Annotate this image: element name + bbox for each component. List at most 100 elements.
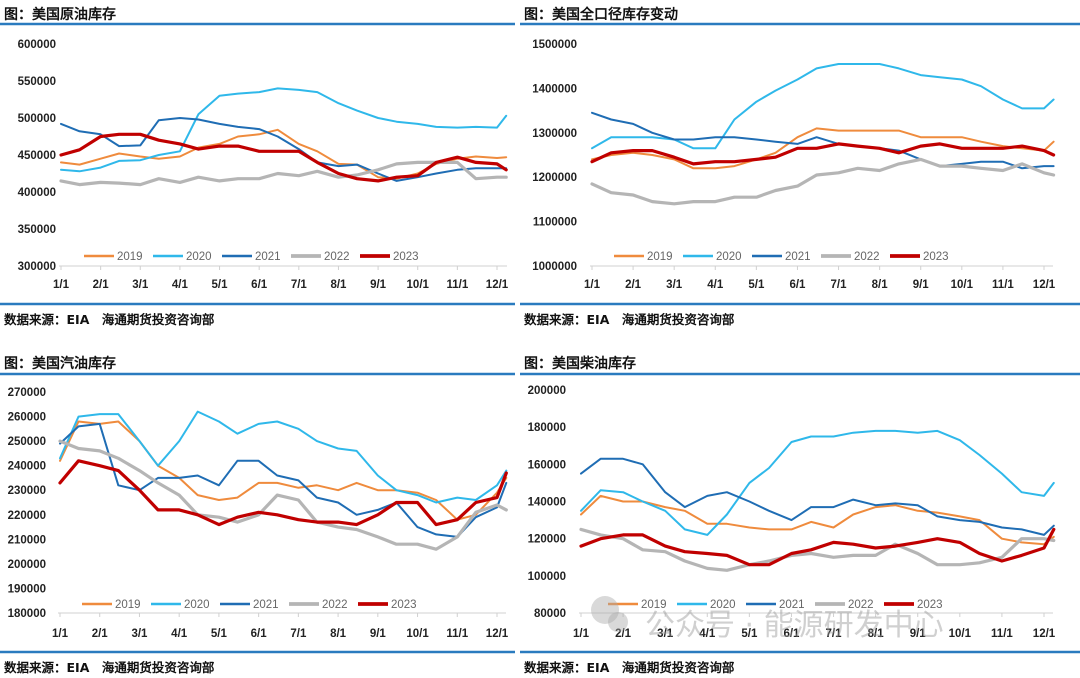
legend-label-2021: 2021 xyxy=(255,251,281,263)
y-tick-label: 270000 xyxy=(8,387,46,399)
y-tick-label: 500000 xyxy=(18,113,56,125)
x-tick-label: 3/1 xyxy=(657,628,674,640)
y-tick-label: 1200000 xyxy=(532,172,577,184)
series-line-2019 xyxy=(59,420,508,521)
y-tick-label: 240000 xyxy=(8,461,46,473)
legend-label-2019: 2019 xyxy=(647,251,673,263)
legend-label-2020: 2020 xyxy=(716,251,742,263)
x-tick-label: 10/1 xyxy=(951,279,974,291)
x-tick-label: 9/1 xyxy=(370,628,387,640)
series-line-2020 xyxy=(60,87,508,173)
x-tick-label: 11/1 xyxy=(446,279,468,291)
series-line-2020 xyxy=(59,410,508,504)
y-tick-label: 120000 xyxy=(528,534,566,546)
y-tick-label: 400000 xyxy=(18,187,56,199)
watermark: 公众号 · 能源研发中心 xyxy=(591,596,944,643)
y-tick-label: 140000 xyxy=(528,497,566,509)
series-line-2023 xyxy=(58,459,508,527)
legend-label-2019: 2019 xyxy=(641,599,667,611)
legend-label-2023: 2023 xyxy=(923,251,949,263)
x-tick-label: 9/1 xyxy=(910,628,927,640)
x-tick-label: 2/1 xyxy=(92,628,109,640)
series-line-2019 xyxy=(580,494,1055,546)
x-tick-label: 12/1 xyxy=(486,279,509,291)
series-line-2022 xyxy=(579,527,1056,572)
x-tick-label: 12/1 xyxy=(486,628,509,640)
legend-label-2023: 2023 xyxy=(917,599,943,611)
x-tick-label: 8/1 xyxy=(330,628,347,640)
x-tick-label: 5/1 xyxy=(211,628,228,640)
chart-crude-inventory: 图：美国原油库存 数据来源：EIA 海通期货投资咨询部 300000 350000 40… xyxy=(0,0,515,340)
series-line-2021 xyxy=(580,457,1055,536)
legend-label-2023: 2023 xyxy=(391,599,417,611)
y-tick-label: 160000 xyxy=(528,459,566,471)
x-tick-label: 2/1 xyxy=(93,279,110,291)
x-tick-label: 6/1 xyxy=(251,279,268,291)
y-tick-label: 200000 xyxy=(528,385,566,397)
series-line-2019 xyxy=(60,128,508,180)
y-tick-label: 190000 xyxy=(8,583,46,595)
chart-diesel-inventory: 图：美国柴油库存 数据来源：EIA 海通期货投资咨询部 80000 100000 120… xyxy=(520,345,1080,678)
y-tick-label: 180000 xyxy=(528,422,566,434)
x-tick-label: 10/1 xyxy=(406,628,429,640)
legend-label-2020: 2020 xyxy=(184,599,210,611)
x-tick-label: 7/1 xyxy=(826,628,843,640)
x-tick-label: 3/1 xyxy=(132,279,149,291)
series-line-2021 xyxy=(59,422,508,538)
y-tick-label: 1000000 xyxy=(532,261,577,273)
watermark-text: 公众号 · 能源研发中心 xyxy=(645,608,944,643)
y-tick-label: 200000 xyxy=(8,559,46,571)
x-tick-label: 3/1 xyxy=(131,628,148,640)
wechat-icon xyxy=(591,596,619,624)
series-line-2022 xyxy=(58,439,508,551)
x-tick-label: 5/1 xyxy=(741,628,758,640)
series-line-2021 xyxy=(591,111,1055,170)
x-tick-label: 11/1 xyxy=(446,628,468,640)
series-line-2023 xyxy=(579,527,1056,567)
source-note: 数据来源：EIA 海通期货投资咨询部 xyxy=(3,312,215,327)
legend-label-2021: 2021 xyxy=(253,599,279,611)
x-tick-label: 1/1 xyxy=(52,628,69,640)
x-tick-label: 11/1 xyxy=(992,279,1014,291)
legend-label-2019: 2019 xyxy=(115,599,141,611)
source-note: 数据来源：EIA 海通期货投资咨询部 xyxy=(523,312,735,327)
legend-label-2023: 2023 xyxy=(393,251,419,263)
series-line-2019 xyxy=(591,127,1055,170)
series-line-2023 xyxy=(59,132,508,183)
chart-title: 图：美国原油库存 xyxy=(4,6,116,23)
x-tick-label: 1/1 xyxy=(573,628,590,640)
x-tick-label: 7/1 xyxy=(290,628,307,640)
y-tick-label: 1300000 xyxy=(532,128,577,140)
x-tick-label: 4/1 xyxy=(172,279,189,291)
x-tick-label: 6/1 xyxy=(783,628,800,640)
y-tick-label: 350000 xyxy=(18,224,56,236)
legend-label-2020: 2020 xyxy=(710,599,736,611)
legend-label-2021: 2021 xyxy=(785,251,811,263)
x-tick-label: 5/1 xyxy=(748,279,765,291)
x-tick-label: 3/1 xyxy=(666,279,683,291)
x-tick-label: 1/1 xyxy=(584,279,601,291)
chart-title: 图：美国柴油库存 xyxy=(524,355,636,372)
x-tick-label: 2/1 xyxy=(615,628,632,640)
y-tick-label: 1500000 xyxy=(532,39,577,51)
source-note: 数据来源：EIA 海通期货投资咨询部 xyxy=(3,660,215,675)
legend-label-2022: 2022 xyxy=(324,251,350,263)
x-tick-label: 4/1 xyxy=(171,628,188,640)
y-tick-label: 100000 xyxy=(528,571,566,583)
x-tick-label: 10/1 xyxy=(407,279,430,291)
x-tick-label: 9/1 xyxy=(913,279,930,291)
legend-label-2022: 2022 xyxy=(848,599,874,611)
y-tick-label: 600000 xyxy=(18,39,56,51)
y-tick-label: 250000 xyxy=(8,436,46,448)
y-tick-label: 80000 xyxy=(534,608,566,620)
legend-label-2021: 2021 xyxy=(779,599,805,611)
y-tick-label: 180000 xyxy=(8,608,46,620)
wechat-icon-bubble xyxy=(608,612,628,632)
series-line-2023 xyxy=(590,142,1056,166)
series-line-2022 xyxy=(590,157,1056,206)
series-line-2020 xyxy=(580,429,1055,536)
y-tick-label: 450000 xyxy=(18,150,56,162)
y-tick-label: 220000 xyxy=(8,510,46,522)
x-tick-label: 4/1 xyxy=(707,279,724,291)
x-tick-label: 4/1 xyxy=(699,628,716,640)
